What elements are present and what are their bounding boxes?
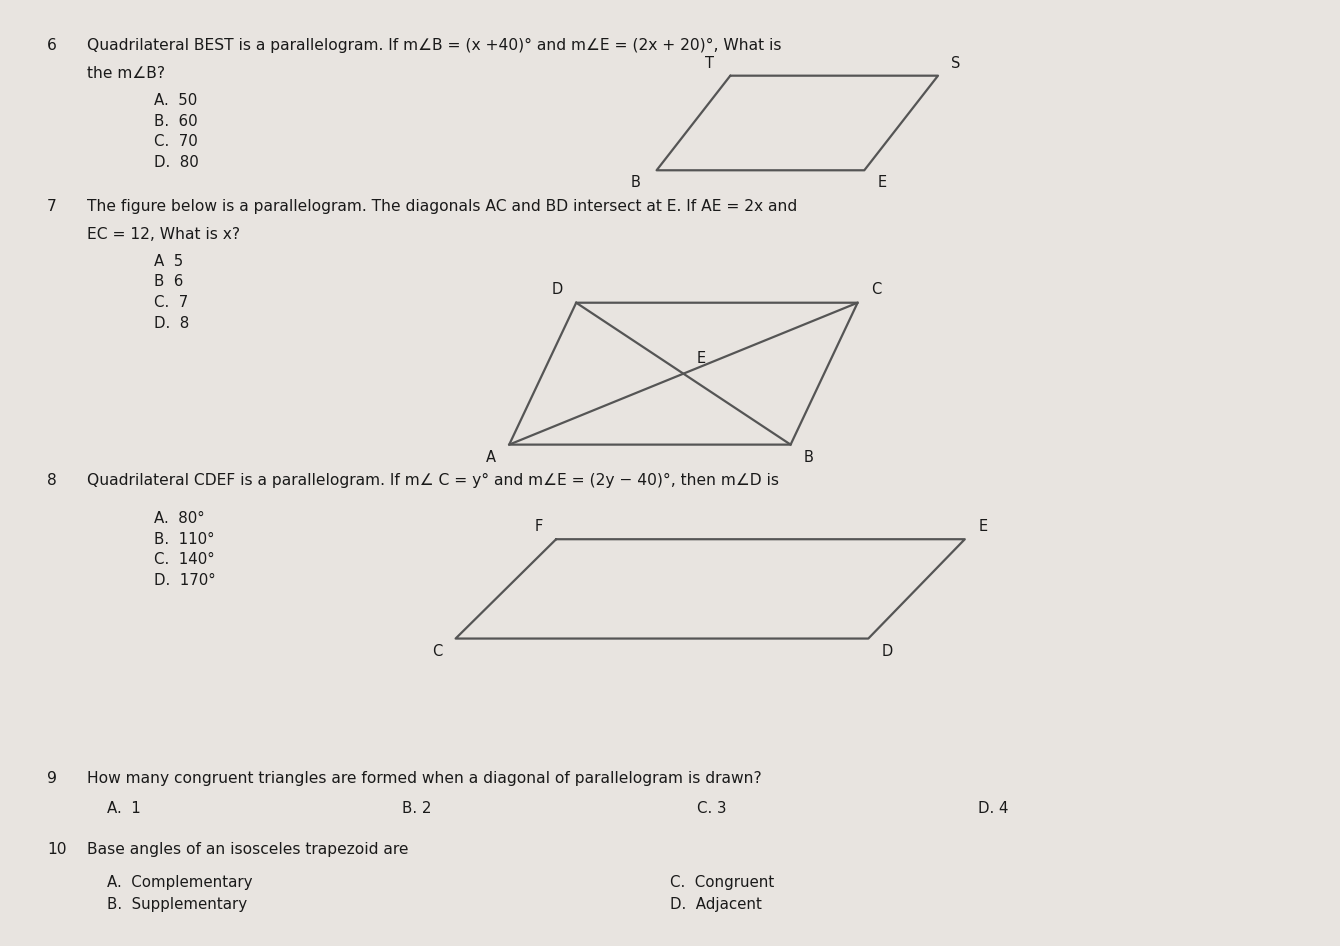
Text: E: E	[978, 518, 988, 534]
Text: 8: 8	[47, 473, 56, 488]
Text: B  6: B 6	[154, 274, 184, 289]
Text: 9: 9	[47, 771, 56, 786]
Text: D: D	[882, 644, 892, 659]
Text: B: B	[804, 450, 813, 465]
Text: Quadrilateral BEST is a parallelogram. If m∠B = (x +40)° and m∠E = (2x + 20)°, W: Quadrilateral BEST is a parallelogram. I…	[87, 38, 781, 53]
Text: E: E	[697, 351, 706, 366]
Text: T: T	[705, 56, 714, 71]
Text: D.  80: D. 80	[154, 155, 198, 170]
Text: D.  8: D. 8	[154, 316, 189, 331]
Text: D. 4: D. 4	[978, 801, 1009, 816]
Text: F: F	[535, 518, 543, 534]
Text: A  5: A 5	[154, 254, 184, 269]
Text: C: C	[431, 644, 442, 659]
Text: B: B	[631, 175, 641, 190]
Text: D: D	[552, 282, 563, 297]
Text: C: C	[871, 282, 882, 297]
Text: C.  7: C. 7	[154, 295, 189, 310]
Text: B.  110°: B. 110°	[154, 532, 214, 547]
Text: Base angles of an isosceles trapezoid are: Base angles of an isosceles trapezoid ar…	[87, 842, 409, 857]
Text: E: E	[878, 175, 887, 190]
Text: C.  140°: C. 140°	[154, 552, 214, 568]
Text: A.  50: A. 50	[154, 93, 197, 108]
Text: C.  70: C. 70	[154, 134, 198, 149]
Text: S: S	[951, 56, 961, 71]
Text: B.  60: B. 60	[154, 114, 198, 129]
Text: 6: 6	[47, 38, 56, 53]
Text: 10: 10	[47, 842, 67, 857]
Text: A.  Complementary: A. Complementary	[107, 875, 253, 890]
Text: 7: 7	[47, 199, 56, 214]
Text: How many congruent triangles are formed when a diagonal of parallelogram is draw: How many congruent triangles are formed …	[87, 771, 762, 786]
Text: D.  170°: D. 170°	[154, 573, 216, 588]
Text: A.  80°: A. 80°	[154, 511, 205, 526]
Text: C. 3: C. 3	[697, 801, 726, 816]
Text: EC = 12, What is x?: EC = 12, What is x?	[87, 227, 240, 242]
Text: A.  1: A. 1	[107, 801, 141, 816]
Text: A: A	[486, 450, 496, 465]
Text: B.  Supplementary: B. Supplementary	[107, 897, 248, 912]
Text: B. 2: B. 2	[402, 801, 431, 816]
Text: C.  Congruent: C. Congruent	[670, 875, 775, 890]
Text: The figure below is a parallelogram. The diagonals AC and BD intersect at E. If : The figure below is a parallelogram. The…	[87, 199, 797, 214]
Text: D.  Adjacent: D. Adjacent	[670, 897, 762, 912]
Text: the m∠B?: the m∠B?	[87, 66, 165, 81]
Text: Quadrilateral CDEF is a parallelogram. If m∠ C = y° and m∠E = (2y − 40)°, then m: Quadrilateral CDEF is a parallelogram. I…	[87, 473, 779, 488]
